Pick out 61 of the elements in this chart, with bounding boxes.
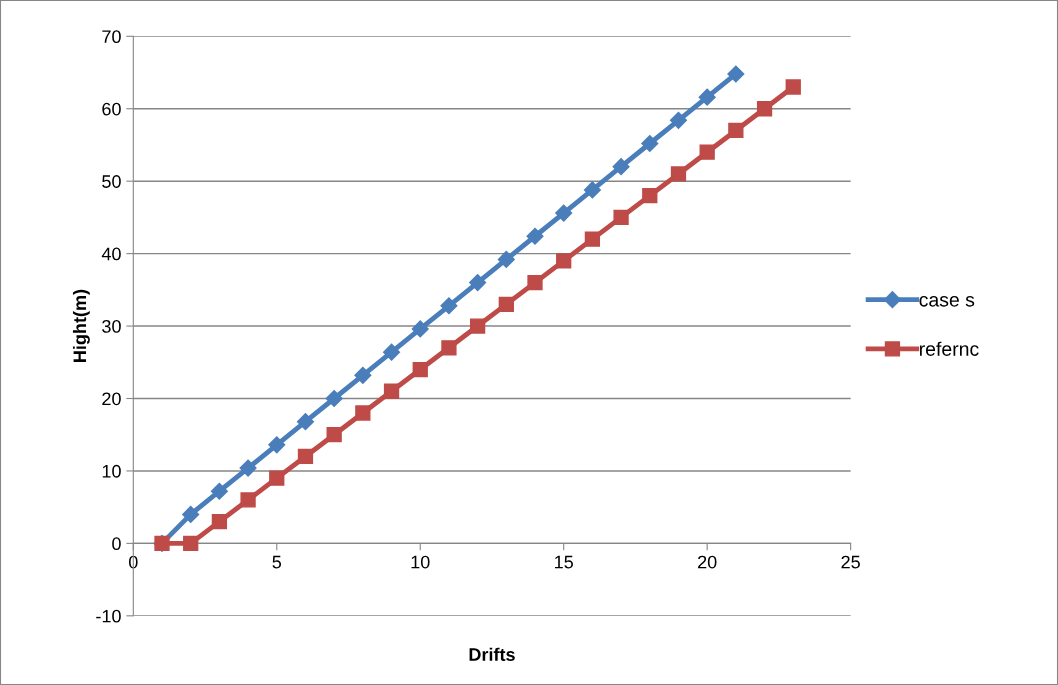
point	[411, 320, 429, 338]
x-axis-title: Drifts	[469, 647, 515, 661]
y-tick-label: 0	[112, 537, 121, 551]
y-tick-label: 10	[102, 464, 121, 478]
point	[698, 88, 716, 106]
point	[469, 274, 487, 292]
y-tick-label: -10	[96, 609, 121, 623]
point	[555, 204, 573, 222]
point	[182, 505, 200, 523]
y-tick-label: 30	[102, 319, 121, 333]
x-tick-label: 20	[698, 555, 717, 569]
point	[556, 253, 572, 269]
legend-label: refernc	[919, 341, 979, 356]
point	[584, 231, 601, 247]
point	[326, 427, 342, 443]
point	[412, 361, 428, 378]
point	[641, 134, 659, 153]
point	[727, 65, 745, 83]
point	[613, 209, 629, 226]
point	[440, 297, 458, 315]
point	[583, 181, 601, 199]
point	[728, 122, 744, 139]
point	[268, 436, 286, 454]
y-tick-label: 60	[102, 102, 121, 116]
point	[497, 250, 515, 268]
y-tick-label: 40	[101, 247, 121, 261]
point	[354, 366, 372, 384]
point	[469, 318, 486, 334]
x-tick-label: 10	[411, 555, 430, 569]
point	[240, 492, 256, 508]
point	[382, 343, 401, 361]
point	[297, 448, 314, 465]
point	[785, 79, 801, 95]
point	[296, 413, 315, 431]
point	[670, 166, 687, 182]
x-tick-label: 0	[128, 555, 138, 569]
point	[699, 144, 715, 160]
point	[756, 101, 773, 117]
point	[183, 535, 199, 552]
point	[612, 158, 630, 176]
point	[325, 389, 343, 408]
y-axis-title: Hight(m)	[72, 289, 90, 362]
point	[383, 383, 400, 399]
point	[527, 274, 543, 291]
point	[642, 188, 658, 204]
point	[210, 482, 228, 500]
y-tick-label: 20	[102, 392, 121, 406]
legend-label: case s	[919, 296, 975, 307]
point	[355, 405, 371, 421]
point	[441, 340, 457, 356]
x-tick-label: 15	[555, 555, 573, 569]
point	[211, 514, 228, 530]
y-tick-label: 50	[102, 175, 121, 188]
point	[526, 227, 544, 245]
point	[669, 111, 688, 129]
y-tick-label: 70	[102, 30, 121, 44]
point	[498, 296, 514, 312]
x-tick-label: 25	[841, 555, 860, 569]
x-tick-label: 5	[272, 555, 282, 569]
point	[239, 459, 257, 477]
point	[269, 470, 285, 486]
